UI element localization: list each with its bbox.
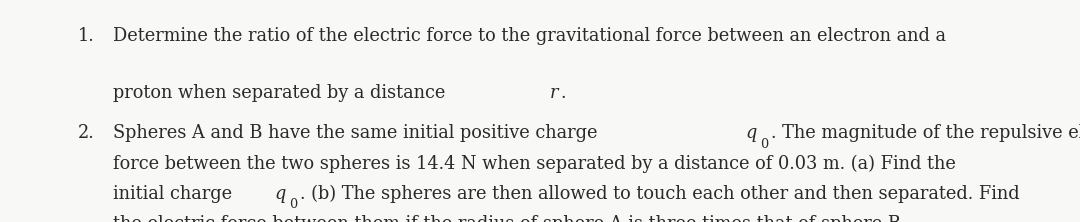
Text: Determine the ratio of the electric force to the gravitational force between an : Determine the ratio of the electric forc… [113, 27, 946, 45]
Text: q: q [746, 124, 757, 142]
Text: .: . [561, 84, 566, 102]
Text: . (b) The spheres are then allowed to touch each other and then separated. Find: . (b) The spheres are then allowed to to… [299, 185, 1020, 203]
Text: 0: 0 [289, 198, 297, 211]
Text: . The magnitude of the repulsive electric: . The magnitude of the repulsive electri… [771, 124, 1080, 142]
Text: Spheres A and B have the same initial positive charge: Spheres A and B have the same initial po… [113, 124, 604, 142]
Text: 1.: 1. [78, 27, 95, 45]
Text: force between the two spheres is 14.4 N when separated by a distance of 0.03 m. : force between the two spheres is 14.4 N … [113, 154, 956, 172]
Text: 0: 0 [760, 138, 769, 151]
Text: 2.: 2. [78, 124, 95, 142]
Text: initial charge: initial charge [113, 185, 239, 203]
Text: q: q [274, 185, 286, 203]
Text: the electric force between them if the radius of sphere A is three times that of: the electric force between them if the r… [113, 215, 907, 222]
Text: proton when separated by a distance: proton when separated by a distance [113, 84, 451, 102]
Text: r: r [550, 84, 558, 102]
